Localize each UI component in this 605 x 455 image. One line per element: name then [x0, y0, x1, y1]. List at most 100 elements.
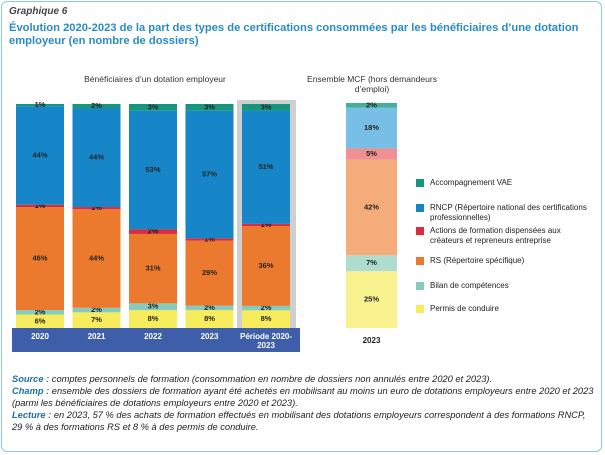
bar-segment [129, 110, 177, 230]
bar-segment [346, 148, 397, 160]
legend-label: Bilan de compétences [430, 281, 509, 290]
bar-segment [185, 240, 234, 306]
bar-segment [346, 255, 397, 272]
bar-segment [185, 305, 234, 311]
x-tick-label: Période 2020-2023 [239, 332, 293, 350]
legend-item: Bilan de compétences [416, 281, 595, 291]
data-label: 8% [261, 314, 272, 323]
bar-segment [129, 104, 177, 111]
bar-segment [242, 310, 290, 328]
legend-item: RS (Répertoire spécifique) [416, 256, 595, 266]
data-label: 18% [364, 123, 379, 132]
note-text: en 2023, 57 % des achats de formation ef… [12, 410, 586, 432]
data-label: 25% [364, 295, 379, 304]
data-label: 3% [204, 102, 215, 111]
data-label: 46% [32, 254, 47, 263]
bar-segment [129, 229, 177, 234]
note-text: ensemble des dossiers de formation ayant… [12, 386, 594, 408]
legend-swatch [416, 204, 424, 212]
legend-item: Permis de conduire [416, 304, 595, 314]
note-label: Source : [12, 374, 50, 384]
bar-segment [242, 225, 290, 306]
data-label: 3% [148, 102, 159, 111]
data-label: 42% [364, 203, 379, 212]
data-label: 31% [145, 264, 160, 273]
data-label: 29% [202, 268, 217, 277]
data-label: 3% [148, 302, 159, 311]
note-text: comptes personnels de formation (consomm… [51, 374, 493, 384]
x-tick-label: 2022 [144, 332, 162, 341]
note-label: Champ : [12, 386, 50, 396]
data-label: 57% [202, 170, 217, 179]
data-label: 1% [91, 203, 102, 212]
bar-segment [242, 110, 290, 224]
bar-segment [16, 207, 64, 311]
data-label: 44% [32, 151, 47, 160]
note: Lecture : en 2023, 57 % des achats de fo… [12, 409, 594, 433]
bar-segment [185, 238, 234, 241]
bar-segment [16, 204, 64, 208]
data-label: 1% [35, 201, 46, 210]
notes: Source : comptes personnels de formation… [12, 373, 594, 433]
data-label: 1% [35, 100, 46, 109]
legend-swatch [416, 305, 424, 313]
chart-label: Graphique 6 [9, 6, 68, 17]
data-label: 3% [261, 102, 272, 111]
legend-item: Accompagnement VAE [416, 178, 595, 188]
bar-segment [185, 110, 234, 239]
data-label: 7% [366, 258, 377, 267]
note-label: Lecture : [12, 410, 52, 420]
bar-segment [242, 104, 290, 111]
x-tick-label: 2023 [362, 336, 381, 345]
data-label: 2% [261, 303, 272, 312]
bar-segment [16, 310, 64, 315]
bar-segment [72, 312, 121, 328]
bar-segment [16, 106, 64, 205]
category-band [12, 328, 300, 352]
legend-swatch [416, 179, 424, 187]
note: Champ : ensemble des dossiers de formati… [12, 385, 594, 409]
data-label: 7% [91, 315, 102, 324]
data-label: 44% [89, 254, 104, 263]
data-label: 2% [204, 303, 215, 312]
data-label: 2% [91, 305, 102, 314]
bar-segment [16, 104, 64, 107]
chart-subtitle: Bénéficiaires d’un dotation employeur [84, 74, 226, 84]
legend-label: RNCP (Répertoire national des certificat… [430, 203, 587, 222]
bar-segment [242, 305, 290, 311]
data-label: 8% [148, 314, 159, 323]
data-label: 2% [366, 100, 377, 109]
legend-label: Accompagnement VAE [430, 178, 513, 187]
legend-label: Actions de formation dispensées aux créa… [430, 226, 561, 245]
bar-segment [72, 108, 121, 208]
bar-segment [72, 104, 121, 109]
data-label: 6% [35, 316, 46, 325]
legend-swatch [416, 282, 424, 290]
bar-segment [346, 107, 397, 149]
data-label: 1% [204, 235, 215, 244]
legend-item: Actions de formation dispensées aux créa… [416, 226, 595, 246]
data-label: 2% [148, 227, 159, 236]
bar-segment [129, 303, 177, 311]
data-label: 2% [35, 307, 46, 316]
bar-segment [346, 103, 397, 108]
bar-segment [185, 310, 234, 328]
bar-segment [129, 310, 177, 328]
chart-subtitle: Ensemble MCF (hors demandeurs d’emploi) [307, 74, 437, 94]
note: Source : comptes personnels de formation… [12, 373, 594, 385]
bar-segment [129, 233, 177, 304]
data-label: 51% [258, 162, 273, 171]
data-label: 5% [366, 149, 377, 158]
bar-segment [185, 104, 234, 111]
legend-swatch [416, 257, 424, 265]
bar-segment [346, 159, 397, 256]
data-label: 2% [91, 101, 102, 110]
data-label: 8% [204, 314, 215, 323]
x-tick-label: 2023 [200, 332, 219, 341]
bar-segment [72, 307, 121, 313]
legend-label: Permis de conduire [430, 304, 499, 313]
x-tick-label: 2021 [87, 332, 106, 341]
